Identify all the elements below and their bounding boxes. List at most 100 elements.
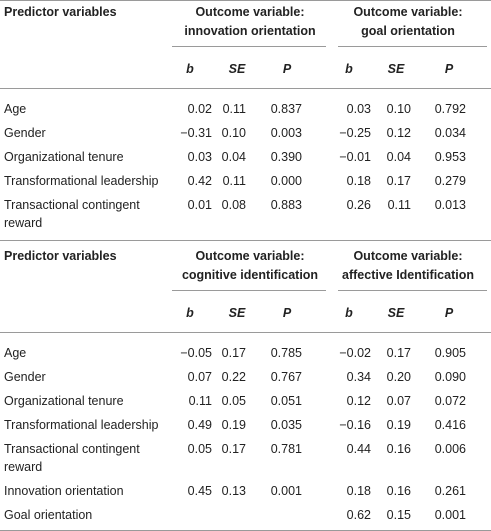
- cell-value: 0.781: [270, 442, 302, 456]
- column-subhead: b: [186, 62, 194, 76]
- cell-value: 0.001: [270, 484, 302, 498]
- cell-value: 0.22: [221, 370, 246, 384]
- cell-value: 0.003: [270, 126, 302, 140]
- cell-value: 0.261: [434, 484, 466, 498]
- cell-value: 0.03: [346, 102, 371, 116]
- rule: [0, 332, 491, 333]
- cell-value: 0.13: [221, 484, 246, 498]
- rule: [172, 290, 326, 291]
- cell-value: 0.17: [221, 442, 246, 456]
- cell-value: 0.19: [221, 418, 246, 432]
- cell-value: 0.01: [187, 198, 212, 212]
- row-label: Innovation orientation: [4, 484, 124, 498]
- column-subhead: b: [186, 306, 194, 320]
- outcome-heading: Outcome variable:: [195, 249, 305, 263]
- cell-value: 0.11: [387, 198, 411, 212]
- cell-value: 0.006: [434, 442, 466, 456]
- cell-value: 0.416: [434, 418, 466, 432]
- cell-value: 0.16: [386, 442, 411, 456]
- cell-value: 0.17: [221, 346, 246, 360]
- cell-value: 0.000: [270, 174, 302, 188]
- row-label: Transformational leadership: [4, 418, 159, 432]
- cell-value: 0.19: [386, 418, 411, 432]
- column-subhead: P: [282, 306, 292, 320]
- column-subhead: SE: [387, 306, 405, 320]
- cell-value: 0.04: [221, 150, 246, 164]
- column-subhead: SE: [228, 306, 246, 320]
- row-label: Organizational tenure: [4, 150, 124, 164]
- cell-value: 0.785: [270, 346, 302, 360]
- cell-value: 0.07: [386, 394, 411, 408]
- cell-value: 0.072: [434, 394, 466, 408]
- cell-value: 0.16: [386, 484, 411, 498]
- cell-value: 0.001: [434, 508, 466, 522]
- rule: [338, 290, 487, 291]
- row-label: Transactional contingent reward: [4, 198, 140, 230]
- column-subhead: b: [345, 62, 353, 76]
- row-label: Organizational tenure: [4, 394, 124, 408]
- cell-value: 0.62: [346, 508, 371, 522]
- cell-value: −0.05: [180, 346, 212, 360]
- cell-value: 0.15: [386, 508, 411, 522]
- cell-value: 0.837: [270, 102, 302, 116]
- cell-value: 0.08: [221, 198, 246, 212]
- cell-value: 0.34: [346, 370, 371, 384]
- cell-value: 0.45: [187, 484, 212, 498]
- column-subhead: SE: [387, 62, 405, 76]
- cell-value: −0.25: [339, 126, 371, 140]
- row-label: Age: [4, 346, 27, 360]
- cell-value: 0.17: [386, 346, 411, 360]
- cell-value: 0.04: [386, 150, 411, 164]
- cell-value: −0.02: [339, 346, 371, 360]
- column-subhead: b: [345, 306, 353, 320]
- cell-value: 0.02: [187, 102, 212, 116]
- cell-value: 0.44: [346, 442, 371, 456]
- cell-value: 0.953: [434, 150, 466, 164]
- cell-value: 0.12: [346, 394, 371, 408]
- cell-value: 0.12: [386, 126, 411, 140]
- column-subhead: P: [444, 306, 454, 320]
- cell-value: 0.11: [222, 102, 246, 116]
- rule: [338, 46, 487, 47]
- column-subhead: P: [282, 62, 292, 76]
- row-label: Gender: [4, 370, 46, 384]
- cell-value: 0.767: [270, 370, 302, 384]
- cell-value: 0.05: [187, 442, 212, 456]
- cell-value: 0.10: [386, 102, 411, 116]
- rule: [172, 46, 326, 47]
- column-subhead: P: [444, 62, 454, 76]
- outcome-heading: Outcome variable:: [195, 5, 305, 19]
- cell-value: 0.390: [270, 150, 302, 164]
- predictor-heading: Predictor variables: [4, 5, 117, 19]
- cell-value: −0.16: [339, 418, 371, 432]
- outcome-heading: innovation orientation: [184, 24, 316, 38]
- cell-value: 0.279: [434, 174, 466, 188]
- cell-value: −0.01: [339, 150, 371, 164]
- cell-value: 0.07: [187, 370, 212, 384]
- cell-value: 0.10: [221, 126, 246, 140]
- outcome-heading: Outcome variable:: [353, 249, 463, 263]
- cell-value: −0.31: [180, 126, 212, 140]
- rule: [0, 88, 491, 89]
- cell-value: 0.905: [434, 346, 466, 360]
- rule: [0, 240, 491, 241]
- outcome-heading: cognitive identification: [181, 268, 319, 282]
- cell-value: 0.090: [434, 370, 466, 384]
- outcome-heading: Outcome variable:: [353, 5, 463, 19]
- cell-value: 0.11: [222, 174, 246, 188]
- row-label: Goal orientation: [4, 508, 93, 522]
- outcome-heading: goal orientation: [361, 24, 455, 38]
- cell-value: 0.034: [434, 126, 466, 140]
- rule: [0, 0, 491, 1]
- outcome-heading: affective Identification: [342, 268, 474, 282]
- cell-value: 0.013: [434, 198, 466, 212]
- column-subhead: SE: [228, 62, 246, 76]
- cell-value: 0.883: [270, 198, 302, 212]
- cell-value: 0.05: [221, 394, 246, 408]
- cell-value: 0.051: [270, 394, 302, 408]
- row-label: Transformational leadership: [4, 174, 159, 188]
- cell-value: 0.42: [187, 174, 212, 188]
- predictor-heading: Predictor variables: [4, 249, 117, 263]
- cell-value: 0.03: [187, 150, 212, 164]
